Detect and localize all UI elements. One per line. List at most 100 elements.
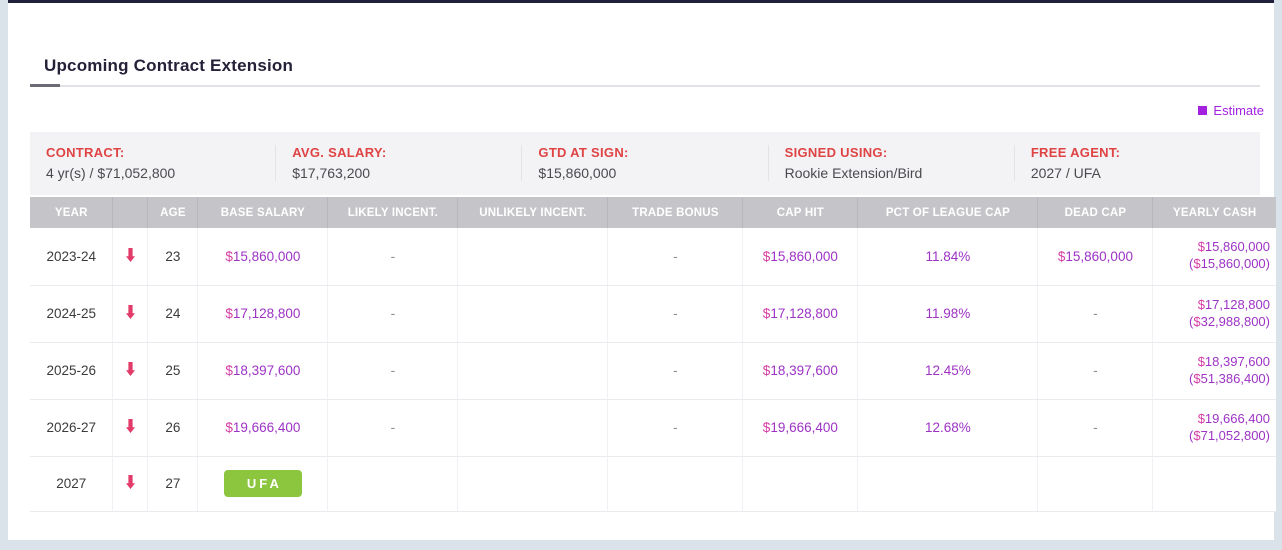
age-cell: 26 bbox=[147, 399, 199, 457]
down-arrow-icon bbox=[125, 419, 135, 433]
contract-summary-bar: CONTRACT: 4 yr(s) / $71,052,800 AVG. SAL… bbox=[30, 132, 1260, 195]
dead-cap-cell: $15,860,000 bbox=[1037, 228, 1154, 286]
col-header-base-salary: BASE SALARY bbox=[197, 197, 329, 228]
ufa-status-badge: UFA bbox=[223, 470, 302, 497]
pct-of-league-cap-cell: 11.98% bbox=[857, 285, 1039, 343]
indicator-cell bbox=[112, 228, 149, 286]
col-header-year: YEAR bbox=[30, 197, 114, 228]
page-title: Upcoming Contract Extension bbox=[44, 56, 294, 75]
yearly-cash-cell: $18,397,600 ($51,386,400) bbox=[1152, 342, 1276, 400]
dead-cap-cell bbox=[1037, 456, 1154, 512]
yearly-cash-cell bbox=[1152, 456, 1276, 512]
likely-incent-cell: - bbox=[327, 399, 459, 457]
base-salary-cell: $18,397,600 bbox=[197, 342, 329, 400]
yearly-cash-cell: $17,128,800 ($32,988,800) bbox=[1152, 285, 1276, 343]
col-header-pct-of-league-cap: PCT OF LEAGUE CAP bbox=[857, 197, 1039, 228]
trade-bonus-cell: - bbox=[607, 228, 744, 286]
dead-cap-cell: - bbox=[1037, 285, 1154, 343]
year-cell: 2025-26 bbox=[30, 342, 114, 400]
down-arrow-icon bbox=[125, 247, 135, 262]
summary-label: CONTRACT: bbox=[46, 145, 125, 160]
contract-years-table: YEAR AGE BASE SALARY LIKELY INCENT. UNLI… bbox=[30, 197, 1276, 512]
col-header-age: AGE bbox=[147, 197, 199, 228]
yearly-cash-cell: $19,666,400 ($71,052,800) bbox=[1152, 399, 1276, 457]
estimate-swatch-icon bbox=[1198, 106, 1208, 115]
pct-of-league-cap-cell: 12.68% bbox=[857, 399, 1039, 457]
estimate-legend-label: Estimate bbox=[1213, 103, 1264, 118]
col-header-cap-hit: CAP HIT bbox=[742, 197, 859, 228]
base-salary-cell: $15,860,000 bbox=[197, 228, 329, 286]
trade-bonus-cell: - bbox=[607, 342, 744, 400]
summary-label: SIGNED USING: bbox=[784, 145, 888, 160]
col-header-indicator bbox=[112, 197, 149, 228]
summary-value: $17,763,200 bbox=[292, 165, 371, 181]
year-cell: 2023-24 bbox=[30, 228, 114, 286]
likely-incent-cell: - bbox=[327, 285, 459, 343]
down-arrow-icon bbox=[125, 362, 135, 376]
base-salary-cell: UFA bbox=[197, 456, 329, 512]
contract-year-row: 2027 27 UFA bbox=[30, 456, 1276, 512]
age-cell: 25 bbox=[147, 342, 199, 400]
trade-bonus-cell bbox=[607, 456, 744, 512]
dead-cap-cell: - bbox=[1037, 342, 1154, 400]
unlikely-incent-cell bbox=[457, 228, 609, 286]
pct-of-league-cap-cell: 12.45% bbox=[857, 342, 1039, 400]
base-salary-cell: $17,128,800 bbox=[197, 285, 329, 343]
contract-year-row: 2023-24 23 $15,860,000 - - $15,860,000 1… bbox=[30, 228, 1276, 286]
cap-hit-cell: $17,128,800 bbox=[742, 285, 859, 343]
indicator-cell bbox=[112, 456, 149, 512]
down-arrow-icon bbox=[125, 305, 135, 319]
col-header-dead-cap: DEAD CAP bbox=[1037, 197, 1154, 228]
down-arrow-icon bbox=[125, 475, 135, 489]
summary-value: 4 yr(s) / $71,052,800 bbox=[46, 165, 176, 181]
age-cell: 24 bbox=[147, 285, 199, 343]
unlikely-incent-cell bbox=[457, 399, 609, 457]
summary-label: AVG. SALARY: bbox=[292, 145, 387, 160]
pct-of-league-cap-cell bbox=[857, 456, 1039, 512]
summary-value: $15,860,000 bbox=[538, 165, 617, 181]
year-cell: 2026-27 bbox=[30, 399, 114, 457]
summary-item-signed-using: SIGNED USING: Rookie Extension/Bird bbox=[767, 145, 1014, 181]
col-header-yearly-cash: YEARLY CASH bbox=[1152, 197, 1276, 228]
summary-item-avg-salary: AVG. SALARY: $17,763,200 bbox=[275, 145, 521, 181]
likely-incent-cell: - bbox=[327, 228, 459, 286]
col-header-likely-incent: LIKELY INCENT. bbox=[327, 197, 459, 228]
summary-value: 2027 / UFA bbox=[1030, 165, 1101, 181]
unlikely-incent-cell bbox=[457, 285, 609, 343]
summary-item-free-agent: FREE AGENT: 2027 / UFA bbox=[1013, 145, 1260, 181]
contract-year-row: 2025-26 25 $18,397,600 - - $18,397,600 1… bbox=[30, 342, 1276, 400]
likely-incent-cell: - bbox=[327, 342, 459, 400]
year-cell: 2024-25 bbox=[30, 285, 114, 343]
cap-hit-cell: $19,666,400 bbox=[742, 399, 859, 457]
unlikely-incent-cell bbox=[457, 456, 609, 512]
summary-label: FREE AGENT: bbox=[1030, 145, 1121, 160]
contract-year-row: 2026-27 26 $19,666,400 - - $19,666,400 1… bbox=[30, 399, 1276, 457]
age-cell: 27 bbox=[147, 456, 199, 512]
contract-year-row: 2024-25 24 $17,128,800 - - $17,128,800 1… bbox=[30, 285, 1276, 343]
trade-bonus-cell: - bbox=[607, 399, 744, 457]
summary-label: GTD AT SIGN: bbox=[538, 145, 629, 160]
cap-hit-cell: $18,397,600 bbox=[742, 342, 859, 400]
summary-item-gtd-at-sign: GTD AT SIGN: $15,860,000 bbox=[521, 145, 767, 181]
age-cell: 23 bbox=[147, 228, 199, 286]
indicator-cell bbox=[112, 342, 149, 400]
title-divider-accent bbox=[30, 84, 60, 87]
yearly-cash-cell: $15,860,000 ($15,860,000) bbox=[1152, 228, 1276, 286]
summary-value: Rookie Extension/Bird bbox=[784, 165, 923, 181]
indicator-cell bbox=[112, 399, 149, 457]
year-cell: 2027 bbox=[30, 456, 114, 512]
col-header-unlikely-incent: UNLIKELY INCENT. bbox=[457, 197, 609, 228]
likely-incent-cell bbox=[327, 456, 459, 512]
summary-item-contract: CONTRACT: 4 yr(s) / $71,052,800 bbox=[30, 145, 275, 181]
contract-extension-panel: Upcoming Contract Extension Estimate CON… bbox=[8, 0, 1276, 540]
trade-bonus-cell: - bbox=[607, 285, 744, 343]
base-salary-cell: $19,666,400 bbox=[197, 399, 329, 457]
estimate-legend: Estimate bbox=[8, 103, 1264, 121]
dead-cap-cell: - bbox=[1037, 399, 1154, 457]
unlikely-incent-cell bbox=[457, 342, 609, 400]
table-header-row: YEAR AGE BASE SALARY LIKELY INCENT. UNLI… bbox=[30, 197, 1276, 228]
cap-hit-cell: $15,860,000 bbox=[742, 228, 859, 286]
cap-hit-cell bbox=[742, 456, 859, 512]
title-divider bbox=[30, 84, 1260, 87]
indicator-cell bbox=[112, 285, 149, 343]
